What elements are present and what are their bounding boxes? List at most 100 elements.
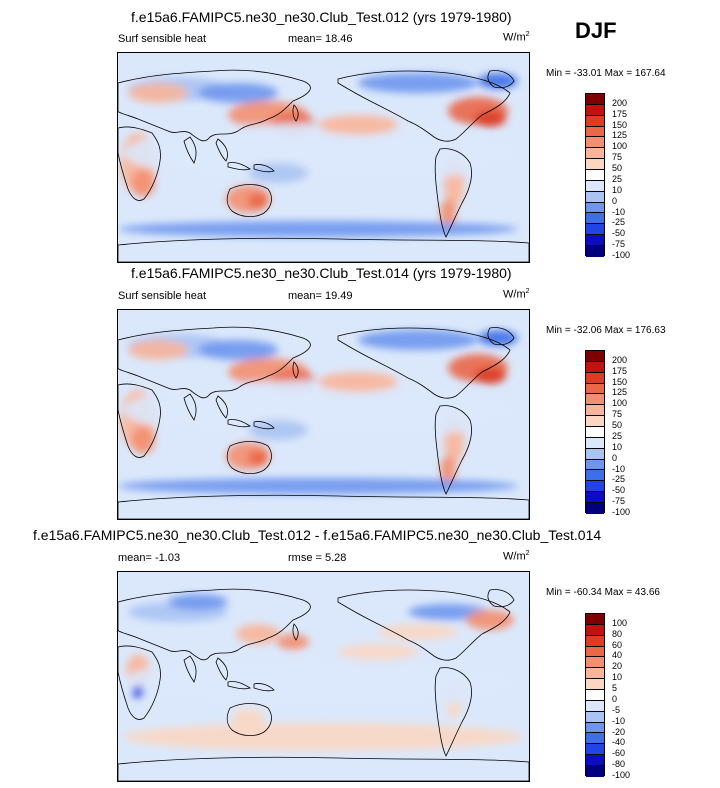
map-field-region [131,169,155,197]
coastline [118,237,529,262]
panel3-minmax: Min = -60.34 Max = 43.66 [546,587,660,598]
colorbar-swatch [586,416,604,428]
colorbar-swatch [586,459,604,471]
colorbar-swatch [586,700,604,712]
map-field-region [232,708,264,728]
coastline [118,645,161,720]
colorbar-swatch [586,427,604,438]
coastline [227,681,275,692]
panel2-map [117,309,530,520]
colorbar-tick-label: -60 [612,748,626,759]
colorbar-swatch [586,351,604,362]
colorbar-tick-label: 10 [612,441,623,452]
colorbar-tick-label: -10 [612,463,626,474]
colorbar-tick-label: 150 [612,376,628,387]
panel2-field-label: Surf sensible heat [118,290,207,302]
panel1-minmax: Min = -33.01 Max = 167.64 [546,68,666,79]
panel1-units-text: W/m [503,31,526,44]
colorbar-swatch [586,148,604,160]
map-field-region [248,163,308,183]
colorbar-tick-label: 100 [612,398,628,409]
panel1-field-label: Surf sensible heat [118,33,207,45]
colorbar-swatch [586,246,604,257]
panel1-units-sup: 2 [525,31,530,38]
map-field-region [408,604,488,620]
map-field-region [466,610,514,630]
colorbar-tick-label: 80 [612,628,623,639]
colorbar-tick-label: -10 [612,206,626,217]
coastline [227,419,275,430]
colorbar-swatch [586,481,604,493]
colorbar-swatch [586,94,604,105]
colorbar-tick-label: -20 [612,726,626,737]
colorbar-tick-label: 125 [612,130,628,141]
colorbar-swatch [586,361,604,373]
map-field-region [123,380,523,440]
coastline [487,589,515,608]
panel2-colorbar-ticks: 200 175 150 125 100 75 50 25 10 0 -10 -25 -50 -75 -100 [612,350,652,517]
colorbar-tick-label: -75 [612,239,626,250]
map-field-region [132,686,144,698]
coastline [337,327,511,399]
coastline [292,361,299,379]
season-label: DJF [575,18,617,43]
map-field-region [123,654,523,710]
panel1-colorbar [585,93,605,257]
colorbar-tick-label: 150 [612,119,628,130]
colorbar-tick-label: 25 [612,430,623,441]
colorbar-tick-label: 40 [612,650,623,661]
coastline [118,69,311,142]
map-field-region [118,221,518,237]
colorbar-swatch [586,690,604,701]
map-field [118,73,523,237]
panel2-units-text: W/m [503,288,526,301]
colorbar-swatch [586,503,604,514]
panel2-units-sup: 2 [525,288,530,295]
panel2-colorbar [585,350,605,514]
colorbar-swatch [586,733,604,745]
panel3-units: W/m2 [503,550,530,563]
colorbar-tick-label: 200 [612,354,628,365]
colorbar-tick-label: 200 [612,97,628,108]
map-field-region [168,594,228,610]
panel2-title: f.e15a6.FAMIPC5.ne30_ne30.Club_Test.014 … [131,265,512,281]
map-field-region [236,624,280,644]
colorbar-swatch [586,235,604,247]
colorbar-tick-label: 175 [612,365,628,376]
map-field-region [248,420,308,440]
map-field-region [198,83,278,103]
map-field-region [131,426,155,454]
map-field-region [338,644,418,660]
panel2-map-plot [118,310,529,519]
colorbar-swatch [586,213,604,225]
coastline [183,655,228,683]
colorbar-swatch [586,646,604,658]
colorbar-tick-label: -100 [612,507,631,517]
coastline [183,393,228,421]
colorbar-tick-label: -10 [612,715,626,726]
colorbar-tick-label: -40 [612,737,626,748]
colorbar-swatch [586,668,604,680]
colorbar-tick-label: -80 [612,759,626,770]
coastline [118,383,161,458]
colorbar-tick-label: -50 [612,228,626,239]
map-field-region [248,193,268,209]
colorbar-swatch [586,635,604,647]
panel3-units-text: W/m [503,550,526,563]
panel3-colorbar-ticks: 100 80 60 40 20 10 5 0 -5 -10 -20 -40 -60 -80 -100 [612,613,652,780]
colorbar-swatch [586,679,604,691]
colorbar-swatch [586,657,604,669]
colorbar-tick-label: 0 [612,693,618,704]
panel1-colorbar-ticks: 200 175 150 125 100 75 50 25 10 0 -10 -25 -50 -75 -100 [612,93,652,260]
panel2-minmax: Min = -32.06 Max = 176.63 [546,325,666,336]
panel3-colorbar [585,613,605,777]
colorbar-swatch [586,180,604,192]
panel1-title: f.e15a6.FAMIPC5.ne30_ne30.Club_Test.012 … [131,9,512,25]
map-field-region [378,624,458,640]
coastline [292,104,299,122]
colorbar-swatch [586,394,604,406]
colorbar-swatch [586,437,604,449]
map-field-region [123,723,523,751]
map-field-region [318,372,398,392]
colorbar-swatch [586,448,604,460]
